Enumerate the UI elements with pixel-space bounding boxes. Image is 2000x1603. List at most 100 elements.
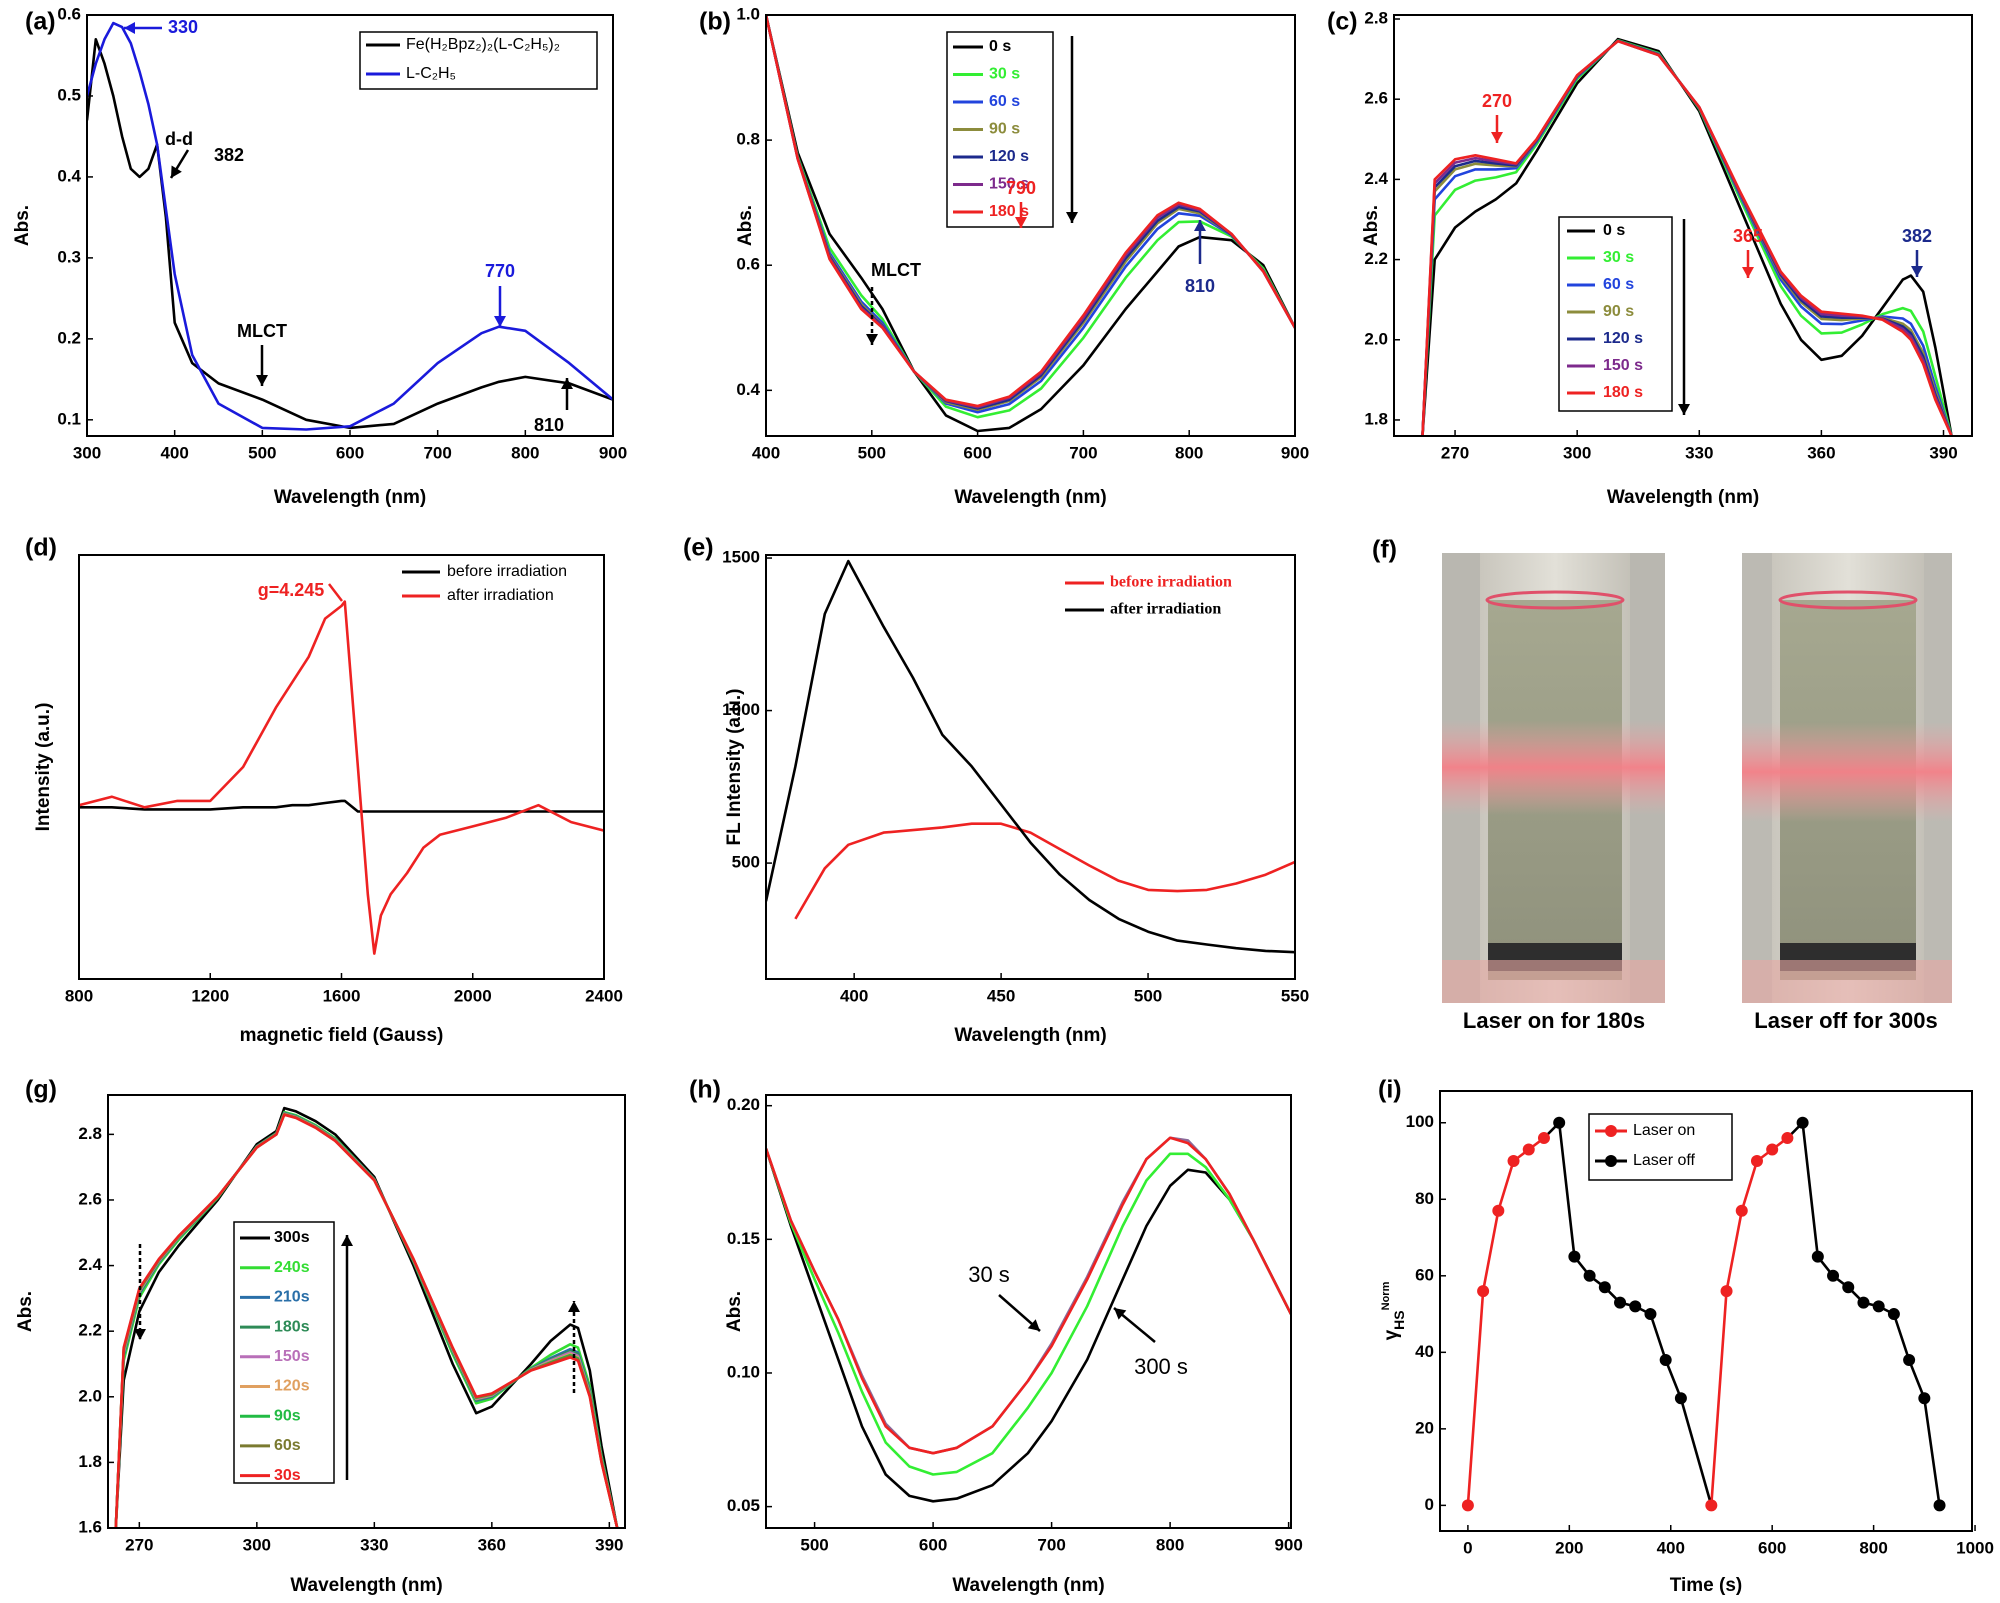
series-line	[114, 1106, 619, 1528]
y-tick-label: 2.4	[78, 1255, 102, 1274]
photo-caption: Laser on for 180s	[1463, 1008, 1645, 1033]
legend-label: 0 s	[1603, 222, 1625, 239]
y-tick-label: 0.10	[727, 1362, 760, 1381]
y-tick-label: 0.3	[57, 247, 81, 266]
x-tick-label: 300	[1563, 443, 1591, 462]
panel-label: (c)	[1327, 8, 1358, 36]
x-tick-label: 300	[73, 443, 101, 462]
legend-label: 90 s	[989, 121, 1020, 138]
legend-label: Laser off	[1633, 1152, 1696, 1169]
annotation: 382	[214, 145, 244, 165]
data-point	[1583, 1269, 1596, 1282]
legend-label: 0 s	[989, 38, 1011, 55]
legend-label: 90s	[274, 1407, 301, 1424]
plot-frame	[765, 1094, 1292, 1529]
series-line	[766, 559, 1295, 954]
series-line	[766, 15, 1295, 408]
y-tick-label: 2.6	[1364, 89, 1388, 108]
legend-label: before irradiation	[1110, 574, 1232, 591]
arrow-head	[1027, 1319, 1040, 1331]
x-tick-label: 400	[752, 443, 780, 462]
arrow-head	[1114, 1308, 1127, 1320]
panel: (e) Wavelength (nm) FL Intensity (a.u.) 400…	[683, 534, 1309, 1046]
legend-label: Laser on	[1633, 1122, 1695, 1139]
annotation: 810	[1185, 276, 1215, 296]
legend-label: 60s	[274, 1437, 301, 1454]
x-axis-label: magnetic field (Gauss)	[240, 1025, 444, 1046]
panel: (b) Wavelength (nm) Abs. 400 500 600 700 800 900…	[699, 4, 1309, 508]
annotation: 790	[1006, 178, 1036, 198]
data-point	[1492, 1204, 1505, 1217]
x-tick-label: 360	[1807, 443, 1835, 462]
legend-label: 150 s	[1603, 357, 1643, 374]
data-point	[1781, 1132, 1794, 1145]
annotation: 330	[168, 17, 198, 37]
y-axis-label: Intensity (a.u.)	[33, 703, 54, 832]
plot-frame	[1393, 14, 1973, 437]
y-axis-label: Abs.	[724, 1291, 745, 1332]
series-line	[114, 1111, 619, 1528]
data-point	[1553, 1116, 1566, 1129]
data-point	[1522, 1143, 1535, 1156]
x-tick-label: 390	[595, 1535, 623, 1554]
x-tick-label: 400	[840, 986, 868, 1005]
y-tick-label: 1500	[722, 548, 760, 567]
plot-frame	[1439, 1090, 1973, 1532]
legend-label: 60 s	[1603, 276, 1634, 293]
data-point	[1598, 1281, 1611, 1294]
x-tick-label: 1000	[1956, 1538, 1994, 1557]
panel: (c) Wavelength (nm) Abs. 270 300 330 360 390 1.8…	[1327, 8, 1973, 508]
annotation: 365	[1733, 226, 1763, 246]
y-tick-label: 1.8	[1364, 409, 1388, 428]
data-point	[1750, 1155, 1763, 1168]
x-tick-label: 1200	[191, 986, 229, 1005]
x-tick-label: 500	[248, 443, 276, 462]
legend-box	[359, 31, 598, 90]
y-tick-label: 0.5	[57, 85, 81, 104]
series-line	[1421, 39, 1953, 436]
y-tick-label: 2.8	[1364, 8, 1388, 27]
series-line	[766, 1136, 1291, 1455]
y-tick-label: 40	[1415, 1342, 1434, 1361]
series-line	[766, 15, 1295, 419]
x-tick-label: 200	[1555, 1538, 1583, 1557]
annotation: 770	[485, 261, 515, 281]
legend-label: Fe(H₂Bpz₂)₂(L-C₂H₅)₂	[406, 36, 560, 53]
arrow-head	[256, 375, 268, 386]
annotation: 810	[534, 415, 564, 435]
x-tick-label: 800	[1859, 1538, 1887, 1557]
x-tick-label: 400	[160, 443, 188, 462]
y-tick-label: 60	[1415, 1265, 1434, 1284]
x-tick-label: 700	[1069, 443, 1097, 462]
y-tick-label: 2.4	[1364, 169, 1388, 188]
y-axis-label: Abs.	[735, 205, 756, 246]
plot-frame	[86, 14, 614, 437]
arrow-head	[124, 22, 135, 34]
panel-label: (f)	[1372, 536, 1397, 564]
y-tick-label: 2.0	[78, 1386, 102, 1405]
data-point	[1842, 1281, 1855, 1294]
arrow-head	[1491, 132, 1503, 143]
connector	[1679, 1397, 1713, 1506]
x-tick-label: 550	[1281, 986, 1309, 1005]
y-tick-label: 20	[1415, 1418, 1434, 1437]
x-tick-label: 270	[1441, 443, 1469, 462]
legend-box	[233, 1221, 335, 1484]
series-line	[114, 1113, 619, 1528]
legend-label: 60 s	[989, 93, 1020, 110]
data-point	[1614, 1296, 1627, 1309]
y-tick-label: 0.8	[736, 130, 760, 149]
data-point	[1903, 1353, 1916, 1366]
panel-label: (e)	[683, 534, 714, 562]
x-axis-label: Wavelength (nm)	[954, 487, 1106, 508]
legend-label: 180 s	[1603, 384, 1643, 401]
annotation: d-d	[165, 129, 193, 149]
series-line	[114, 1112, 619, 1528]
series-line	[766, 1148, 1291, 1476]
y-tick-label: 0.2	[57, 328, 81, 347]
series-line	[114, 1113, 619, 1528]
x-tick-label: 2400	[585, 986, 623, 1005]
y-tick-label: 0.6	[736, 255, 760, 274]
y-axis-label: Abs.	[12, 205, 33, 246]
plot-frame	[107, 1094, 626, 1529]
